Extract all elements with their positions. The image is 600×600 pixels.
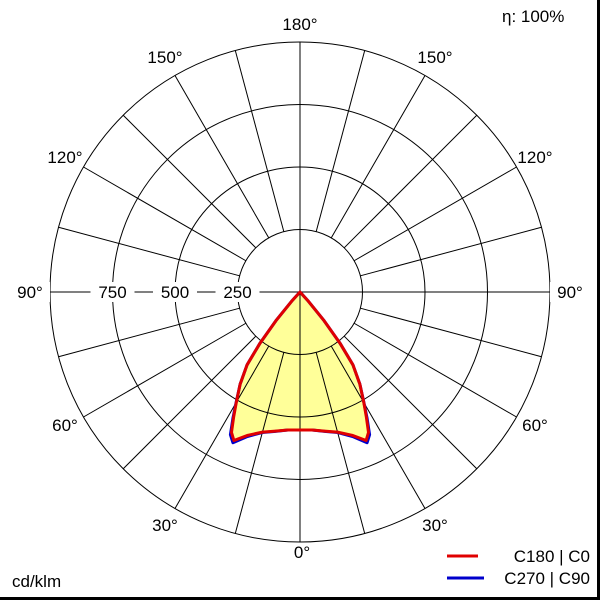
angle-label: 90° — [17, 283, 43, 302]
series-line-c180-c0 — [230, 290, 370, 442]
ring-label: 250 — [223, 283, 251, 302]
angle-label: 150° — [417, 48, 452, 67]
ring-label: 750 — [98, 283, 126, 302]
angle-label: 30° — [422, 516, 448, 535]
radial-gridline — [353, 322, 517, 418]
angle-label: 60° — [522, 416, 548, 435]
radial-gridline — [234, 352, 285, 534]
angle-label: 0° — [294, 543, 310, 562]
radial-gridline — [83, 166, 247, 262]
radial-gridline — [122, 335, 257, 470]
unit-label: cd/klm — [12, 572, 61, 591]
angle-label: 90° — [557, 283, 583, 302]
radial-gridline — [58, 307, 240, 358]
angle-label-bg — [10, 282, 50, 302]
angle-label-bg — [550, 282, 590, 302]
radial-gridline — [360, 307, 542, 358]
radial-gridline — [353, 166, 517, 262]
radial-gridline — [343, 114, 478, 249]
ring-label: 500 — [161, 283, 189, 302]
legend-label-c270-c90: C270 | C90 — [504, 569, 590, 588]
angle-label: 180° — [282, 15, 317, 34]
radial-gridline — [83, 322, 247, 418]
angle-label: 120° — [47, 148, 82, 167]
radial-gridline — [315, 50, 366, 232]
radial-gridline — [330, 345, 426, 509]
radial-gridline — [343, 335, 478, 470]
angle-label: 120° — [517, 148, 552, 167]
angle-label: 30° — [152, 516, 178, 535]
radial-gridline — [174, 75, 270, 239]
ring-label-bg — [153, 282, 197, 302]
radial-gridline — [58, 226, 240, 277]
angle-label: 150° — [147, 48, 182, 67]
angle-label: 60° — [52, 416, 78, 435]
radial-gridline — [360, 226, 542, 277]
ring-label-bg — [90, 282, 135, 302]
radial-gridline — [330, 75, 426, 239]
ring-label-bg — [215, 282, 260, 302]
radial-gridline — [174, 345, 270, 509]
radial-gridline — [122, 114, 257, 249]
legend-label-c180-c0: C180 | C0 — [514, 547, 590, 566]
efficiency-label: η: 100% — [502, 7, 564, 26]
radial-gridline — [234, 50, 285, 232]
radial-gridline — [315, 352, 366, 534]
